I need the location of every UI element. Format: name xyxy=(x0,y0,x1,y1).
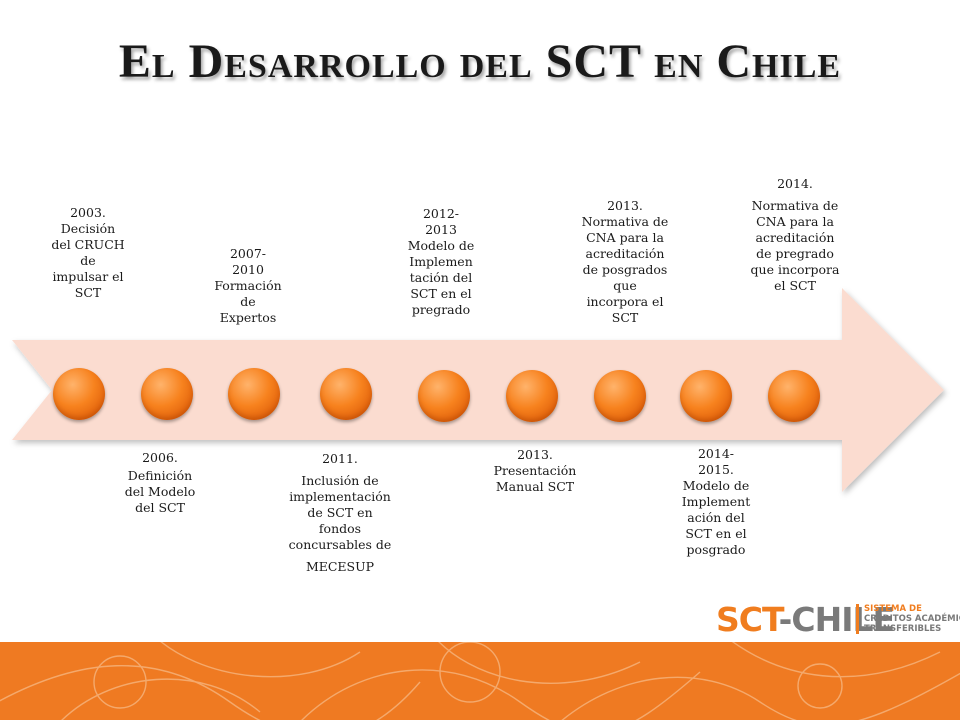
milestone-2011: 2011. Inclusión de implementación de SCT en… xyxy=(288,451,392,574)
timeline-node-4 xyxy=(320,368,372,420)
logo-divider xyxy=(856,604,859,634)
footer-band xyxy=(0,642,960,720)
timeline-node-3 xyxy=(228,368,280,420)
milestone-2014-2015: 2014- 2015. Modelo de Implement ación del SCT… xyxy=(681,446,751,557)
timeline-node-2 xyxy=(141,368,193,420)
timeline-node-9 xyxy=(768,370,820,422)
milestone-2013-manual: 2013. Presentación Manual SCT xyxy=(493,447,577,494)
milestone-2014: 2014. Normativa de CNA para la acreditación… xyxy=(750,176,840,293)
timeline-node-6 xyxy=(506,370,558,422)
timeline-node-5 xyxy=(418,370,470,422)
timeline-node-7 xyxy=(594,370,646,422)
milestone-2006: 2006. Definición del Modelo del SCT xyxy=(124,450,196,515)
milestone-2007-2010: 2007- 2010 Formación de Expertos xyxy=(214,246,282,325)
logo-wordmark: SCT-CHILE xyxy=(716,600,895,639)
timeline-node-1 xyxy=(53,368,105,420)
milestone-2012-2013: 2012- 2013 Modelo de Implemen tación del SCT … xyxy=(407,206,475,317)
milestone-2013-cna-posgrado: 2013. Normativa de CNA para la acreditación… xyxy=(581,198,669,325)
footer-swirl-decoration xyxy=(0,642,960,720)
milestone-2003: 2003. Decisión del CRUCH de impulsar el SCT xyxy=(51,205,125,300)
page-title: El Desarrollo del SCT en Chile xyxy=(118,35,842,88)
timeline-node-8 xyxy=(680,370,732,422)
